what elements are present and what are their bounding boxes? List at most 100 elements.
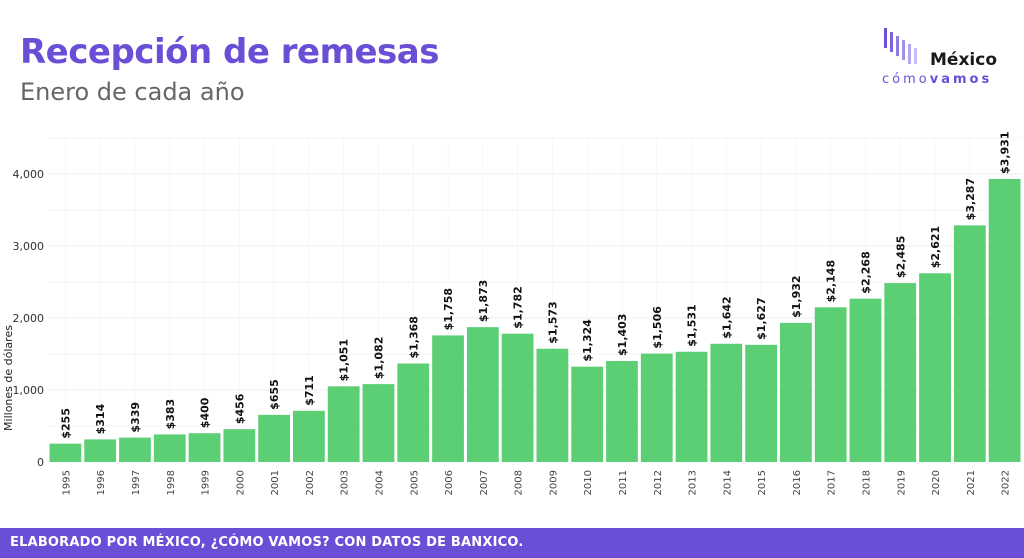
x-tick-label: 2016 bbox=[792, 470, 803, 495]
x-tick-label: 2019 bbox=[896, 470, 907, 495]
y-tick-label: 2,000 bbox=[13, 312, 45, 325]
bar bbox=[675, 351, 708, 462]
data-label: $255 bbox=[59, 408, 72, 439]
x-tick-label: 2004 bbox=[374, 470, 385, 495]
x-tick-label: 2005 bbox=[409, 470, 420, 495]
bar bbox=[84, 439, 117, 462]
data-label: $2,621 bbox=[929, 226, 942, 268]
data-label: $1,627 bbox=[755, 297, 768, 339]
x-tick-label: 1996 bbox=[96, 470, 107, 495]
y-tick-label: 0 bbox=[37, 456, 44, 469]
y-tick-label: 1,000 bbox=[13, 384, 45, 397]
footer-banner: ELABORADO POR MÉXICO, ¿CÓMO VAMOS? CON D… bbox=[0, 528, 1024, 558]
logo-tagline: cómovamos bbox=[882, 72, 992, 87]
x-tick-label: 2021 bbox=[966, 470, 977, 495]
chart-title: Recepción de remesas bbox=[20, 32, 439, 72]
bar bbox=[293, 410, 325, 462]
bar bbox=[327, 386, 360, 462]
bar bbox=[258, 414, 290, 462]
x-tick-label: 2008 bbox=[514, 470, 525, 495]
x-tick-label: 1995 bbox=[61, 470, 72, 495]
bar bbox=[953, 225, 986, 462]
mexico-como-vamos-logo: México cómovamos bbox=[880, 28, 1010, 88]
data-label: $711 bbox=[303, 375, 316, 406]
bar bbox=[432, 335, 464, 462]
x-tick-label: 2002 bbox=[305, 470, 316, 495]
data-label: $2,148 bbox=[825, 260, 838, 302]
data-label: $1,573 bbox=[546, 301, 559, 343]
chart-subtitle: Enero de cada año bbox=[20, 78, 245, 106]
data-label-layer: $255 $314 $339 $383 $400 $456 $655 $711 $1,051 $1… bbox=[59, 132, 1011, 439]
data-label: $1,873 bbox=[477, 280, 490, 322]
bar bbox=[397, 363, 430, 462]
logo-tagline-bold: vamos bbox=[929, 72, 993, 87]
data-label: $1,932 bbox=[790, 275, 803, 317]
bar bbox=[780, 322, 812, 462]
bar bbox=[153, 434, 186, 462]
bar bbox=[49, 443, 82, 462]
data-label: $1,782 bbox=[512, 286, 525, 328]
data-label: $2,485 bbox=[894, 236, 907, 278]
x-tick-label: 2015 bbox=[757, 470, 768, 495]
data-label: $1,642 bbox=[720, 296, 733, 338]
data-label: $1,051 bbox=[338, 339, 351, 381]
data-label: $1,758 bbox=[442, 288, 455, 330]
logo-tagline-light: cómo bbox=[882, 72, 930, 87]
x-axis: 1995 1996 1997 1998 1999 2000 2001 2002 2003 2004… bbox=[61, 470, 1011, 495]
bar bbox=[640, 353, 673, 462]
x-tick-label: 2014 bbox=[722, 470, 733, 495]
x-tick-label: 2000 bbox=[235, 470, 246, 495]
logo-wordmark: México bbox=[930, 50, 997, 70]
x-tick-label: 2010 bbox=[583, 470, 594, 495]
x-tick-label: 2011 bbox=[618, 470, 629, 495]
y-axis-title: Millones de dólares bbox=[2, 325, 15, 431]
source-note: ELABORADO POR MÉXICO, ¿CÓMO VAMOS? CON D… bbox=[10, 535, 524, 550]
data-label: $339 bbox=[129, 402, 142, 433]
x-tick-label: 2022 bbox=[1001, 470, 1012, 495]
y-axis: 0 1,000 2,000 3,000 4,000 bbox=[13, 168, 45, 469]
y-tick-label: 4,000 bbox=[13, 168, 45, 181]
bar bbox=[884, 283, 917, 462]
data-label: $400 bbox=[199, 397, 212, 428]
bar bbox=[919, 273, 951, 462]
x-tick-label: 2017 bbox=[827, 470, 838, 495]
x-tick-label: 2020 bbox=[931, 470, 942, 495]
x-tick-label: 2009 bbox=[548, 470, 559, 495]
bar bbox=[849, 298, 882, 462]
bar bbox=[362, 384, 395, 462]
bar bbox=[814, 307, 847, 462]
data-label: $1,506 bbox=[651, 306, 664, 349]
data-label: $3,287 bbox=[964, 178, 977, 220]
x-tick-label: 1997 bbox=[131, 470, 142, 495]
bar bbox=[745, 344, 777, 462]
x-tick-label: 2013 bbox=[688, 470, 699, 495]
bar bbox=[466, 327, 499, 462]
bar bbox=[606, 360, 638, 462]
bar bbox=[188, 433, 221, 462]
bar bbox=[988, 178, 1021, 462]
x-tick-label: 1999 bbox=[201, 470, 212, 495]
data-label: $655 bbox=[268, 379, 281, 410]
data-label: $314 bbox=[94, 403, 107, 434]
data-label: $456 bbox=[233, 393, 246, 424]
data-label: $383 bbox=[164, 399, 177, 430]
data-label: $1,324 bbox=[581, 319, 594, 362]
data-label: $1,403 bbox=[616, 314, 629, 356]
x-tick-label: 2006 bbox=[444, 470, 455, 495]
bar bbox=[536, 348, 569, 462]
logo-bars-icon bbox=[884, 28, 917, 64]
bar bbox=[223, 429, 256, 462]
x-tick-label: 1998 bbox=[166, 470, 177, 495]
x-tick-label: 2012 bbox=[653, 470, 664, 495]
x-tick-label: 2018 bbox=[861, 470, 872, 495]
bar bbox=[571, 366, 604, 462]
y-tick-label: 3,000 bbox=[13, 240, 45, 253]
x-tick-label: 2001 bbox=[270, 470, 281, 495]
x-tick-label: 2007 bbox=[479, 470, 490, 495]
remittances-bar-chart: $255 $314 $339 $383 $400 $456 $655 $711 $1,051 $1… bbox=[2, 132, 1022, 495]
bar bbox=[501, 333, 534, 462]
bar bbox=[119, 437, 151, 462]
bar-layer bbox=[49, 178, 1021, 462]
x-tick-label: 2003 bbox=[340, 470, 351, 495]
data-label: $1,082 bbox=[372, 337, 385, 379]
